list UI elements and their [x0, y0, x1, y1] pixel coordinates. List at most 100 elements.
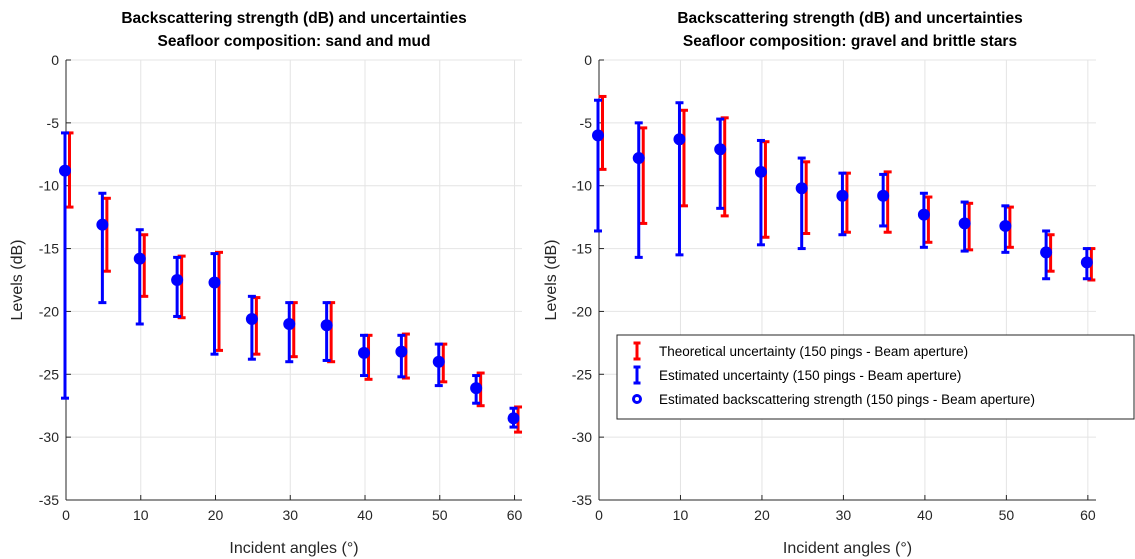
- y-tick-label: -5: [47, 115, 60, 131]
- chart-title-line: Seafloor composition: sand and mud: [158, 33, 431, 50]
- data-point-marker: [958, 217, 971, 230]
- legend-entry-label: Estimated backscattering strength (150 p…: [659, 392, 1035, 407]
- data-point-marker: [245, 312, 258, 325]
- data-point-marker: [592, 129, 604, 142]
- series-1: [61, 131, 518, 429]
- y-tick-label: -35: [39, 492, 59, 508]
- y-tick-label: -30: [39, 429, 59, 445]
- x-tick-label: 10: [673, 507, 689, 523]
- data-point-marker: [470, 382, 483, 395]
- y-tick-label: 0: [584, 52, 592, 68]
- error-bar: [838, 171, 847, 237]
- data-point-marker: [836, 189, 849, 202]
- chart-panel-left: 0 10 20 30 40 50 60 0 -5 -10 -15 -20 -25 -30 -35 Backsc…: [9, 10, 523, 557]
- x-axis-label: Incident angles (°): [783, 540, 912, 557]
- chart-panel-right: 0 10 20 30 40 50 60 0 -5 -10 -15 -20 -25 -30 -35 Backsc…: [543, 10, 1135, 557]
- y-tick-label: -10: [572, 178, 592, 194]
- error-bar: [797, 156, 806, 251]
- error-bar: [802, 160, 811, 235]
- x-tick-label: 50: [432, 507, 448, 523]
- x-tick-label: 50: [999, 507, 1015, 523]
- y-tick-label: -5: [580, 115, 593, 131]
- data-point-marker: [714, 143, 727, 156]
- data-point-marker: [395, 345, 408, 358]
- y-tick-label: -20: [39, 303, 59, 319]
- data-point-marker: [96, 218, 109, 231]
- error-bar: [140, 233, 149, 298]
- series-0: [598, 94, 1096, 282]
- x-tick-label: 20: [208, 507, 224, 523]
- series-2: [592, 129, 1093, 269]
- x-tick-label: 30: [282, 507, 298, 523]
- legend-entry-label: Estimated uncertainty (150 pings - Beam …: [659, 368, 961, 383]
- x-axis-label: Incident angles (°): [229, 540, 358, 557]
- legend: Theoretical uncertainty (150 pings - Bea…: [616, 334, 1135, 420]
- y-axis-label: Levels (dB): [9, 240, 26, 321]
- y-tick-label: -25: [572, 366, 592, 382]
- legend-marker-icon: [632, 394, 642, 404]
- error-bar: [102, 196, 111, 273]
- error-bar: [716, 117, 725, 210]
- data-point-marker: [358, 346, 371, 359]
- error-bar: [675, 101, 684, 257]
- error-bar: [135, 228, 144, 326]
- x-tick-label: 0: [595, 507, 603, 523]
- error-bar: [210, 252, 219, 356]
- error-bar: [285, 301, 294, 364]
- x-tick-label: 40: [357, 507, 373, 523]
- chart-title-line: Seafloor composition: gravel and brittle…: [683, 33, 1017, 50]
- error-bar: [639, 126, 648, 225]
- data-point-marker: [283, 318, 296, 330]
- y-tick-label: -20: [572, 303, 592, 319]
- data-point-marker: [320, 319, 333, 332]
- legend-box: [616, 334, 1135, 420]
- y-tick-label: -15: [39, 241, 59, 257]
- data-point-marker: [673, 133, 686, 146]
- data-point-marker: [133, 252, 146, 265]
- error-bar: [594, 98, 602, 233]
- y-tick-label: 0: [51, 52, 59, 68]
- data-point-marker: [795, 182, 808, 195]
- plot-area: [66, 60, 522, 500]
- data-point-marker: [754, 165, 767, 178]
- legend-entry-label: Theoretical uncertainty (150 pings - Bea…: [659, 344, 968, 359]
- chart-title-line: Backscattering strength (dB) and uncerta…: [677, 10, 1022, 27]
- x-tick-label: 20: [754, 507, 770, 523]
- y-tick-label: -15: [572, 241, 592, 257]
- error-bar: [924, 195, 933, 244]
- data-point-marker: [917, 208, 930, 221]
- error-bar: [883, 170, 892, 234]
- data-point-marker: [632, 152, 645, 165]
- y-tick-label: -35: [572, 492, 592, 508]
- series-2: [59, 164, 520, 425]
- plot-area: [599, 60, 1096, 500]
- data-point-marker: [171, 274, 184, 286]
- chart-title-line: Backscattering strength (dB) and uncerta…: [121, 10, 466, 27]
- error-bar: [322, 301, 331, 362]
- x-tick-label: 0: [62, 507, 70, 523]
- data-point-marker: [432, 355, 445, 368]
- data-point-marker: [877, 189, 890, 202]
- x-tick-label: 10: [133, 507, 149, 523]
- y-tick-label: -25: [39, 366, 59, 382]
- error-bar: [61, 131, 69, 400]
- data-point-marker: [59, 164, 71, 177]
- error-bar: [98, 191, 107, 305]
- y-tick-label: -30: [572, 429, 592, 445]
- error-bar: [173, 255, 182, 318]
- series-1: [594, 98, 1091, 281]
- data-point-marker: [1080, 256, 1093, 269]
- data-point-marker: [507, 412, 520, 425]
- y-tick-label: -10: [39, 178, 59, 194]
- data-point-marker: [1040, 246, 1053, 259]
- x-tick-label: 30: [836, 507, 852, 523]
- error-bar: [756, 138, 765, 247]
- x-tick-label: 40: [917, 507, 933, 523]
- data-point-marker: [208, 276, 221, 289]
- error-bar: [679, 108, 688, 208]
- data-point-marker: [999, 219, 1012, 232]
- error-bar: [634, 121, 643, 259]
- error-bar: [247, 294, 256, 361]
- y-axis-label: Levels (dB): [543, 240, 560, 321]
